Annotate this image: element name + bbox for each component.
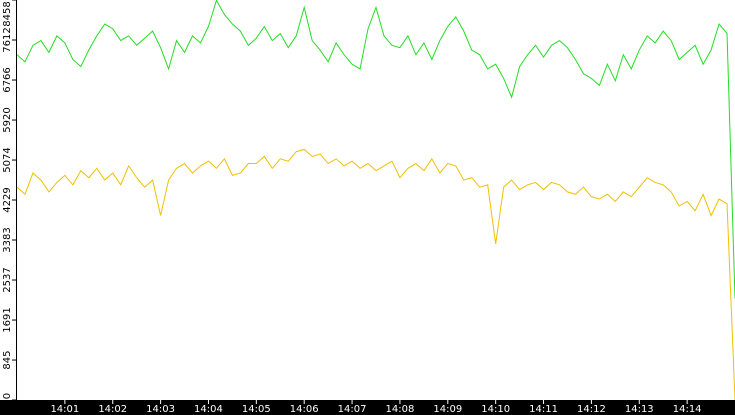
y-tick-label: 6766 [2, 67, 13, 92]
y-tick-label: 845 [2, 350, 13, 369]
y-tick-label: 5920 [2, 107, 13, 132]
y-tick-label: 0 [2, 393, 13, 399]
x-tick-label: 14:13 [625, 404, 654, 415]
x-tick-label: 14:04 [194, 404, 223, 415]
x-tick-label: 14:11 [529, 404, 558, 415]
x-tick-label: 14:14 [673, 404, 702, 415]
x-tick-label: 14:12 [577, 404, 606, 415]
x-axis-band [0, 400, 735, 415]
x-tick-label: 14:09 [433, 404, 462, 415]
y-tick-label: 7612 [2, 27, 13, 52]
y-tick-label: 1691 [2, 307, 13, 332]
y-tick-label: 4229 [2, 187, 13, 212]
series-line [16, 0, 735, 299]
x-tick-label: 14:05 [242, 404, 271, 415]
series-line [16, 148, 735, 401]
y-tick-label: 3383 [2, 227, 13, 252]
x-tick-label: 14:03 [146, 404, 175, 415]
x-tick-label: 14:06 [290, 404, 319, 415]
x-tick-label: 14:08 [386, 404, 415, 415]
x-tick-label: 14:02 [98, 404, 127, 415]
x-tick-label: 14:01 [50, 404, 79, 415]
y-tick-label: 2537 [2, 267, 13, 292]
x-tick-label: 14:07 [338, 404, 367, 415]
y-tick-label: 8458 [2, 1, 13, 26]
x-tick-label: 14:10 [481, 404, 510, 415]
y-tick-label: 5074 [2, 147, 13, 172]
